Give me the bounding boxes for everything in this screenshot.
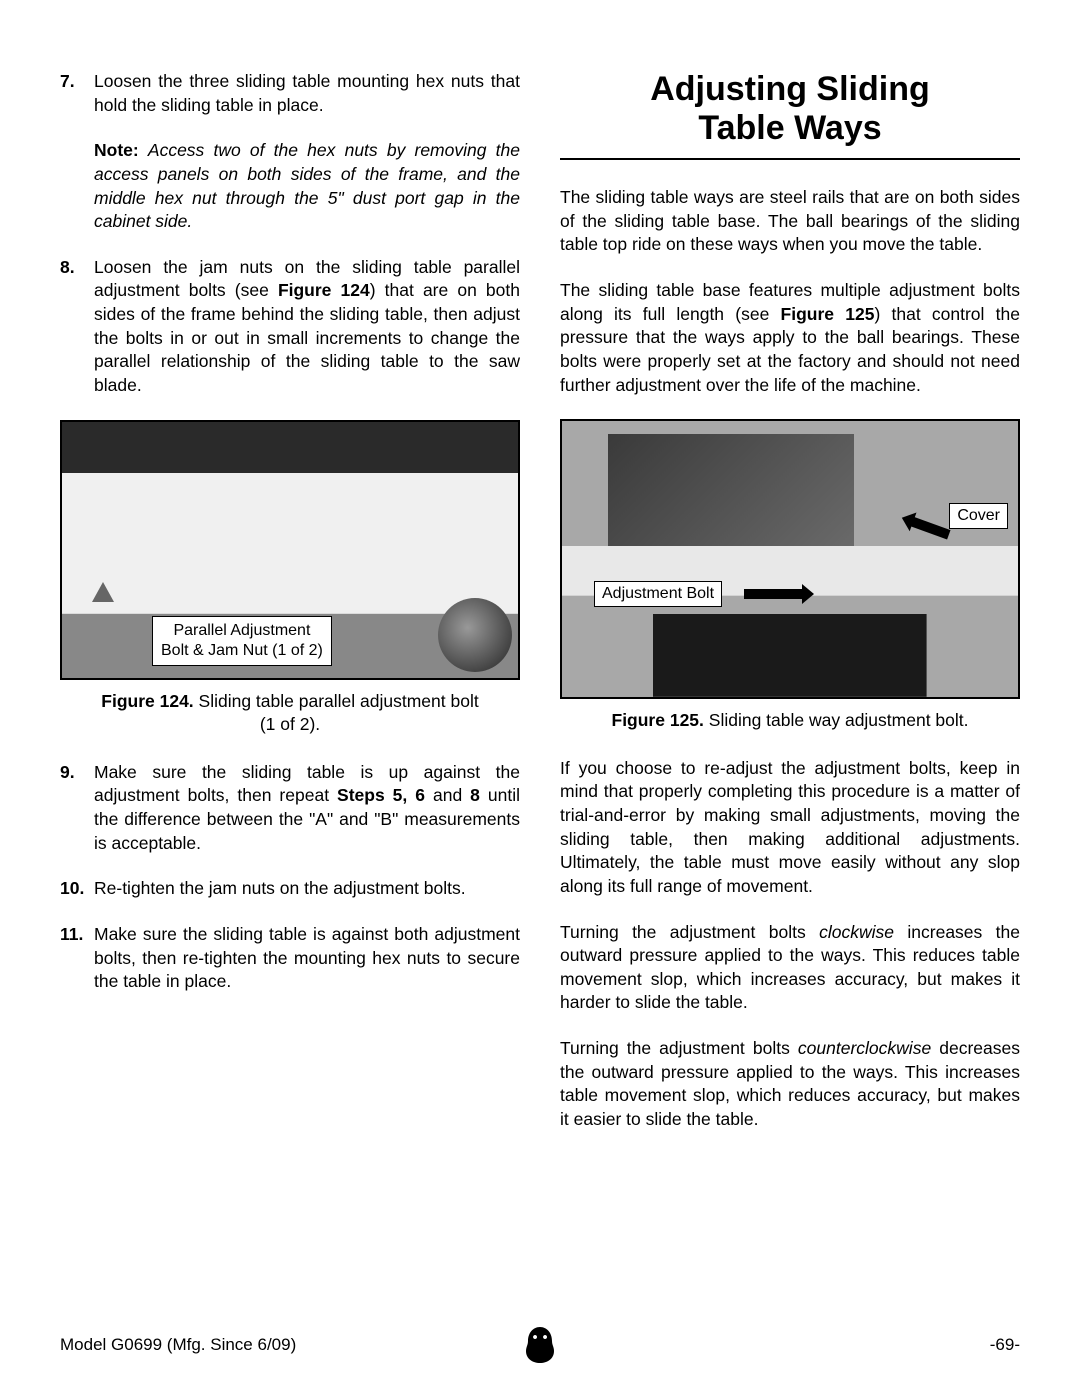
figure-124: Parallel Adjustment Bolt & Jam Nut (1 of… [60, 420, 520, 680]
page-columns: 7. Loosen the three sliding table mounti… [60, 70, 1020, 1154]
figure-124-callout: Parallel Adjustment Bolt & Jam Nut (1 of… [152, 616, 332, 666]
heading-rule [560, 158, 1020, 160]
figure-125: Cover Adjustment Bolt [560, 419, 1020, 699]
page-footer: Model G0699 (Mfg. Since 6/09) -69- [60, 1335, 1020, 1355]
step-text: Loosen the jam nuts on the sliding table… [94, 256, 520, 398]
paragraph-5: Turning the adjustment bolts countercloc… [560, 1037, 1020, 1132]
note-block: Note: Access two of the hex nuts by remo… [94, 139, 520, 234]
step-num: 7. [60, 70, 94, 117]
step-text: Loosen the three sliding table mounting … [94, 70, 520, 117]
figure-125-bolt-label: Adjustment Bolt [594, 581, 722, 607]
figure-125-cover-label: Cover [949, 503, 1008, 529]
step-num: 8. [60, 256, 94, 398]
footer-model: Model G0699 (Mfg. Since 6/09) [60, 1335, 296, 1355]
right-column: Adjusting Sliding Table Ways The sliding… [560, 70, 1020, 1154]
footer-page: -69- [990, 1335, 1020, 1355]
step-10: 10. Re-tighten the jam nuts on the adjus… [60, 877, 520, 901]
left-column: 7. Loosen the three sliding table mounti… [60, 70, 520, 1154]
section-heading: Adjusting Sliding Table Ways [560, 70, 1020, 148]
step-7: 7. Loosen the three sliding table mounti… [60, 70, 520, 117]
step-11: 11. Make sure the sliding table is again… [60, 923, 520, 994]
paragraph-2: The sliding table base features multiple… [560, 279, 1020, 397]
paragraph-3: If you choose to re-adjust the adjustmen… [560, 757, 1020, 899]
step-num: 10. [60, 877, 94, 901]
note-label: Note: [94, 140, 139, 160]
figure-125-caption: Figure 125. Sliding table way adjustment… [560, 709, 1020, 733]
figure-125-image [562, 421, 1018, 697]
warning-triangle-icon [92, 582, 114, 602]
step-8: 8. Loosen the jam nuts on the sliding ta… [60, 256, 520, 398]
step-text: Make sure the sliding table is against b… [94, 923, 520, 994]
step-num: 9. [60, 761, 94, 856]
adjustment-knob-graphic [438, 598, 512, 672]
step-text: Make sure the sliding table is up agains… [94, 761, 520, 856]
arrow-icon [744, 589, 804, 599]
step-num: 11. [60, 923, 94, 994]
step-9: 9. Make sure the sliding table is up aga… [60, 761, 520, 856]
paragraph-1: The sliding table ways are steel rails t… [560, 186, 1020, 257]
note-text: Access two of the hex nuts by removing t… [94, 140, 520, 231]
paragraph-4: Turning the adjustment bolts clockwise i… [560, 921, 1020, 1016]
figure-124-caption: Figure 124. Sliding table parallel adjus… [60, 690, 520, 737]
step-text: Re-tighten the jam nuts on the adjustmen… [94, 877, 520, 901]
grizzly-logo-icon [523, 1325, 557, 1365]
